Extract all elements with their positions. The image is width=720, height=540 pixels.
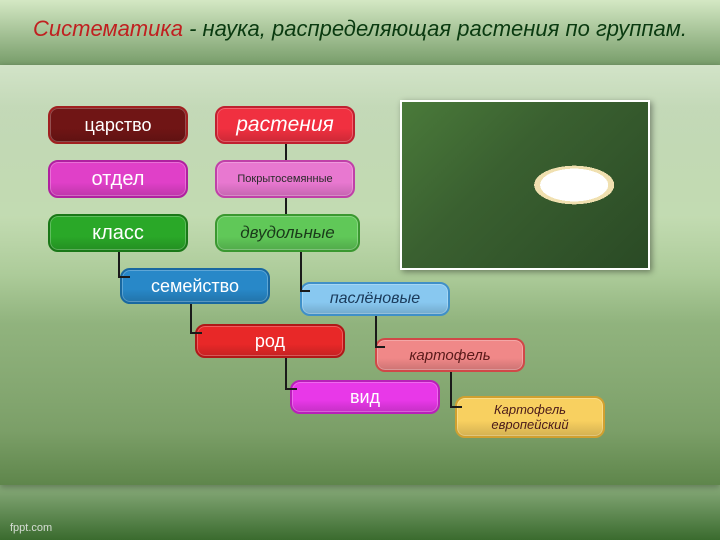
node-potato: картофель [375,338,525,372]
node-solan: паслёновые [300,282,450,316]
connector-5 [300,290,310,292]
page-title: Систематика - наука, распределяющая раст… [0,16,720,42]
connector-1 [118,276,130,278]
plant-photo [400,100,650,270]
connector-11 [285,388,297,390]
connector-8 [375,316,377,348]
connector-3 [285,198,287,214]
connector-0 [118,252,120,278]
node-angio: Покрытосемянные [215,160,355,198]
connector-13 [450,406,462,408]
node-division: отдел [48,160,188,198]
connector-2 [285,144,287,160]
node-genus: род [195,324,345,358]
connector-12 [450,372,452,408]
node-dicot: двудольные [215,214,360,252]
node-species: вид [290,380,440,414]
connector-9 [375,346,385,348]
node-class: класс [48,214,188,252]
title-rest: - наука, распределяющая растения по груп… [183,16,687,41]
footer-credit: fppt.com [10,522,52,534]
connector-10 [285,358,287,390]
node-family: семейство [120,268,270,304]
connector-6 [190,304,192,334]
node-europot: Картофель европейский [455,396,605,438]
node-plants: растения [215,106,355,144]
connector-7 [190,332,202,334]
node-kingdom: царство [48,106,188,144]
title-emphasis: Систематика [33,16,183,41]
connector-4 [300,252,302,292]
